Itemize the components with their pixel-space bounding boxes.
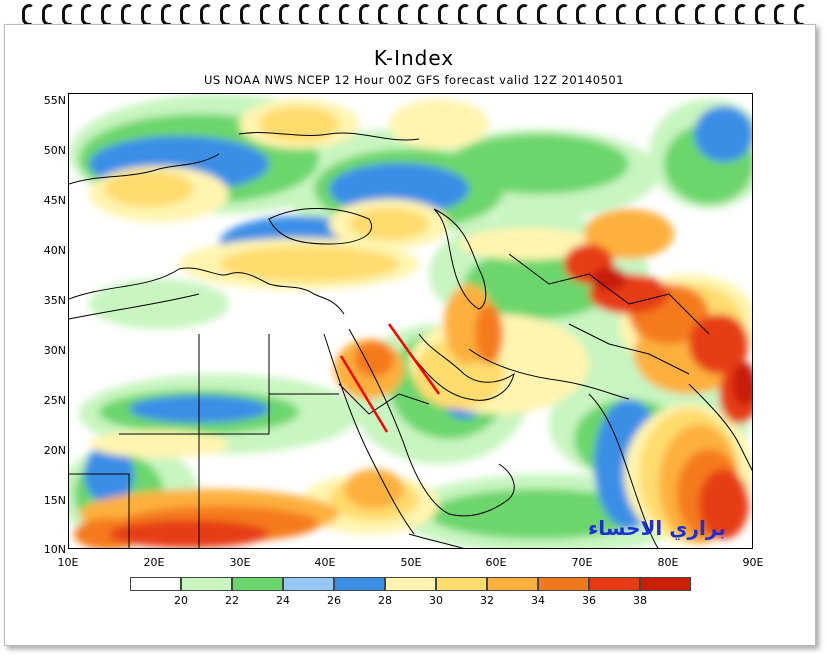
k-index-map — [68, 93, 753, 549]
legend-label: 20 — [174, 594, 188, 607]
binding-ring — [675, 4, 688, 26]
binding-ring — [200, 4, 213, 26]
legend-swatch — [385, 577, 436, 591]
legend-swatch — [283, 577, 334, 591]
binding-ring — [140, 4, 153, 26]
legend-swatch — [538, 577, 589, 591]
binding-ring — [576, 4, 589, 26]
lat-label: 50N — [43, 144, 66, 157]
legend-label: 30 — [429, 594, 443, 607]
binding-ring — [279, 4, 292, 26]
map-title: K-Index — [373, 46, 455, 70]
legend-swatch — [436, 577, 487, 591]
binding-ring — [497, 4, 510, 26]
legend-label: 36 — [582, 594, 596, 607]
binding-ring — [22, 4, 34, 26]
annotation-line-west — [339, 355, 389, 433]
lon-label: 30E — [229, 556, 251, 569]
lat-label: 45N — [43, 194, 66, 207]
binding-ring — [358, 4, 371, 26]
legend-swatch — [334, 577, 385, 591]
binding-ring — [457, 4, 470, 26]
legend-label: 38 — [633, 594, 647, 607]
lat-label: 25N — [43, 394, 66, 407]
binding-ring — [418, 4, 430, 26]
lon-label: 80E — [657, 556, 679, 569]
lat-label: 20N — [43, 444, 66, 457]
legend-swatch — [640, 577, 691, 591]
binding-ring — [477, 4, 490, 26]
legend-swatch — [589, 577, 640, 591]
binding-ring — [239, 4, 252, 26]
lat-label: 15N — [43, 494, 66, 507]
legend-swatch — [232, 577, 283, 591]
annotation-line-east — [387, 323, 441, 395]
legend-label: 34 — [531, 594, 545, 607]
lon-label: 20E — [143, 556, 165, 569]
lon-label: 60E — [485, 556, 507, 569]
binding-ring — [695, 4, 708, 26]
binding-ring — [299, 4, 312, 26]
binding-ring — [160, 4, 173, 26]
map-canvas — [69, 94, 752, 548]
lat-label: 10N — [43, 543, 66, 556]
binding-ring — [259, 4, 272, 26]
binding-ring — [596, 4, 609, 26]
binding-ring — [101, 4, 114, 26]
legend-label: 28 — [378, 594, 392, 607]
watermark-text: براري الاحساء — [588, 516, 726, 540]
lon-label: 90E — [742, 556, 764, 569]
binding-ring — [41, 4, 54, 26]
binding-ring — [734, 4, 747, 26]
binding-ring — [794, 4, 807, 26]
legend-swatch — [181, 577, 232, 591]
binding-ring — [715, 4, 727, 26]
binding-ring — [635, 4, 648, 26]
map-subtitle: US NOAA NWS NCEP 12 Hour 00Z GFS forecas… — [203, 73, 625, 87]
binding-ring — [536, 4, 549, 26]
binding-ring — [121, 4, 133, 26]
lon-label: 70E — [571, 556, 593, 569]
binding-ring — [655, 4, 668, 26]
lon-label: 10E — [57, 556, 79, 569]
coastlines — [69, 132, 752, 548]
lon-label: 40E — [314, 556, 336, 569]
binding-ring — [517, 4, 529, 26]
binding-ring — [61, 4, 74, 26]
binding-ring — [754, 4, 767, 26]
lat-label: 35N — [43, 294, 66, 307]
legend-label: 24 — [276, 594, 290, 607]
lon-label: 50E — [400, 556, 422, 569]
legend-swatch — [130, 577, 181, 591]
binding-ring — [81, 4, 94, 26]
binding-ring — [398, 4, 411, 26]
lat-label: 30N — [43, 344, 66, 357]
binding-ring — [616, 4, 628, 26]
binding-ring — [338, 4, 351, 26]
legend-label: 32 — [480, 594, 494, 607]
binding-ring — [378, 4, 391, 26]
lat-label: 40N — [43, 244, 66, 257]
binding-ring — [437, 4, 450, 26]
legend-label: 26 — [327, 594, 341, 607]
binding-ring — [556, 4, 569, 26]
k-index-field — [69, 94, 752, 548]
binding-ring — [180, 4, 193, 26]
legend-swatch — [487, 577, 538, 591]
binding-ring — [774, 4, 787, 26]
binding-ring — [220, 4, 232, 26]
legend-label: 22 — [225, 594, 239, 607]
lat-label: 55N — [43, 94, 66, 107]
annotation-lines — [339, 323, 441, 433]
binding-ring — [319, 4, 331, 26]
